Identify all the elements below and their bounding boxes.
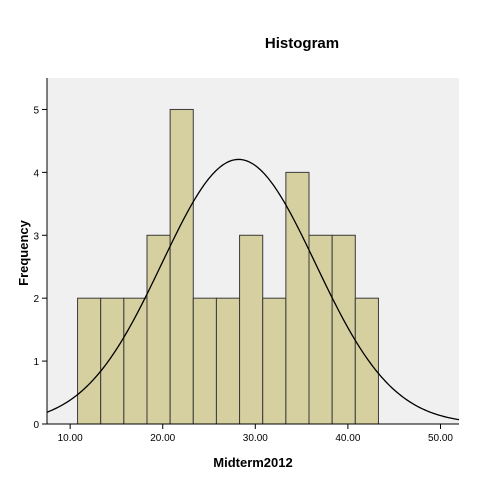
y-tick-label: 4 bbox=[33, 168, 39, 179]
bars-layer bbox=[77, 108, 379, 425]
histogram-bar-7 bbox=[215, 297, 241, 425]
histogram-bar-5 bbox=[169, 108, 194, 425]
histogram-bar-13 bbox=[354, 297, 379, 425]
x-axis-label: Midterm2012 bbox=[213, 455, 292, 470]
y-axis-label: Frequency bbox=[16, 219, 31, 286]
histogram-bar-11 bbox=[308, 234, 333, 425]
histogram-bar-6 bbox=[192, 297, 217, 425]
histogram-bar-4 bbox=[146, 234, 171, 425]
x-tick-label: 20.00 bbox=[150, 433, 175, 444]
chart-title: Histogram bbox=[265, 35, 339, 52]
x-tick-label: 30.00 bbox=[243, 433, 268, 444]
y-tick-label: 2 bbox=[33, 294, 39, 305]
normal-curve bbox=[46, 158, 460, 421]
y-ticks-layer: 0 1 2 3 4 5 bbox=[33, 105, 47, 431]
x-tick-label: 10.00 bbox=[58, 433, 83, 444]
x-ticks-layer: 10.00 20.00 30.00 40.00 50.00 bbox=[58, 424, 453, 444]
y-tick-label: 3 bbox=[33, 231, 39, 242]
histogram-bar-8 bbox=[239, 234, 264, 425]
y-tick-label: 0 bbox=[33, 420, 39, 431]
histogram-bar-9 bbox=[262, 297, 287, 425]
x-tick-label: 50.00 bbox=[428, 433, 453, 444]
histogram-bar-12 bbox=[331, 234, 356, 425]
histogram-bar-1 bbox=[77, 297, 102, 425]
y-tick-label: 1 bbox=[33, 357, 39, 368]
x-tick-label: 40.00 bbox=[335, 433, 360, 444]
histogram-bar-2 bbox=[100, 297, 125, 425]
y-tick-label: 5 bbox=[33, 105, 39, 116]
